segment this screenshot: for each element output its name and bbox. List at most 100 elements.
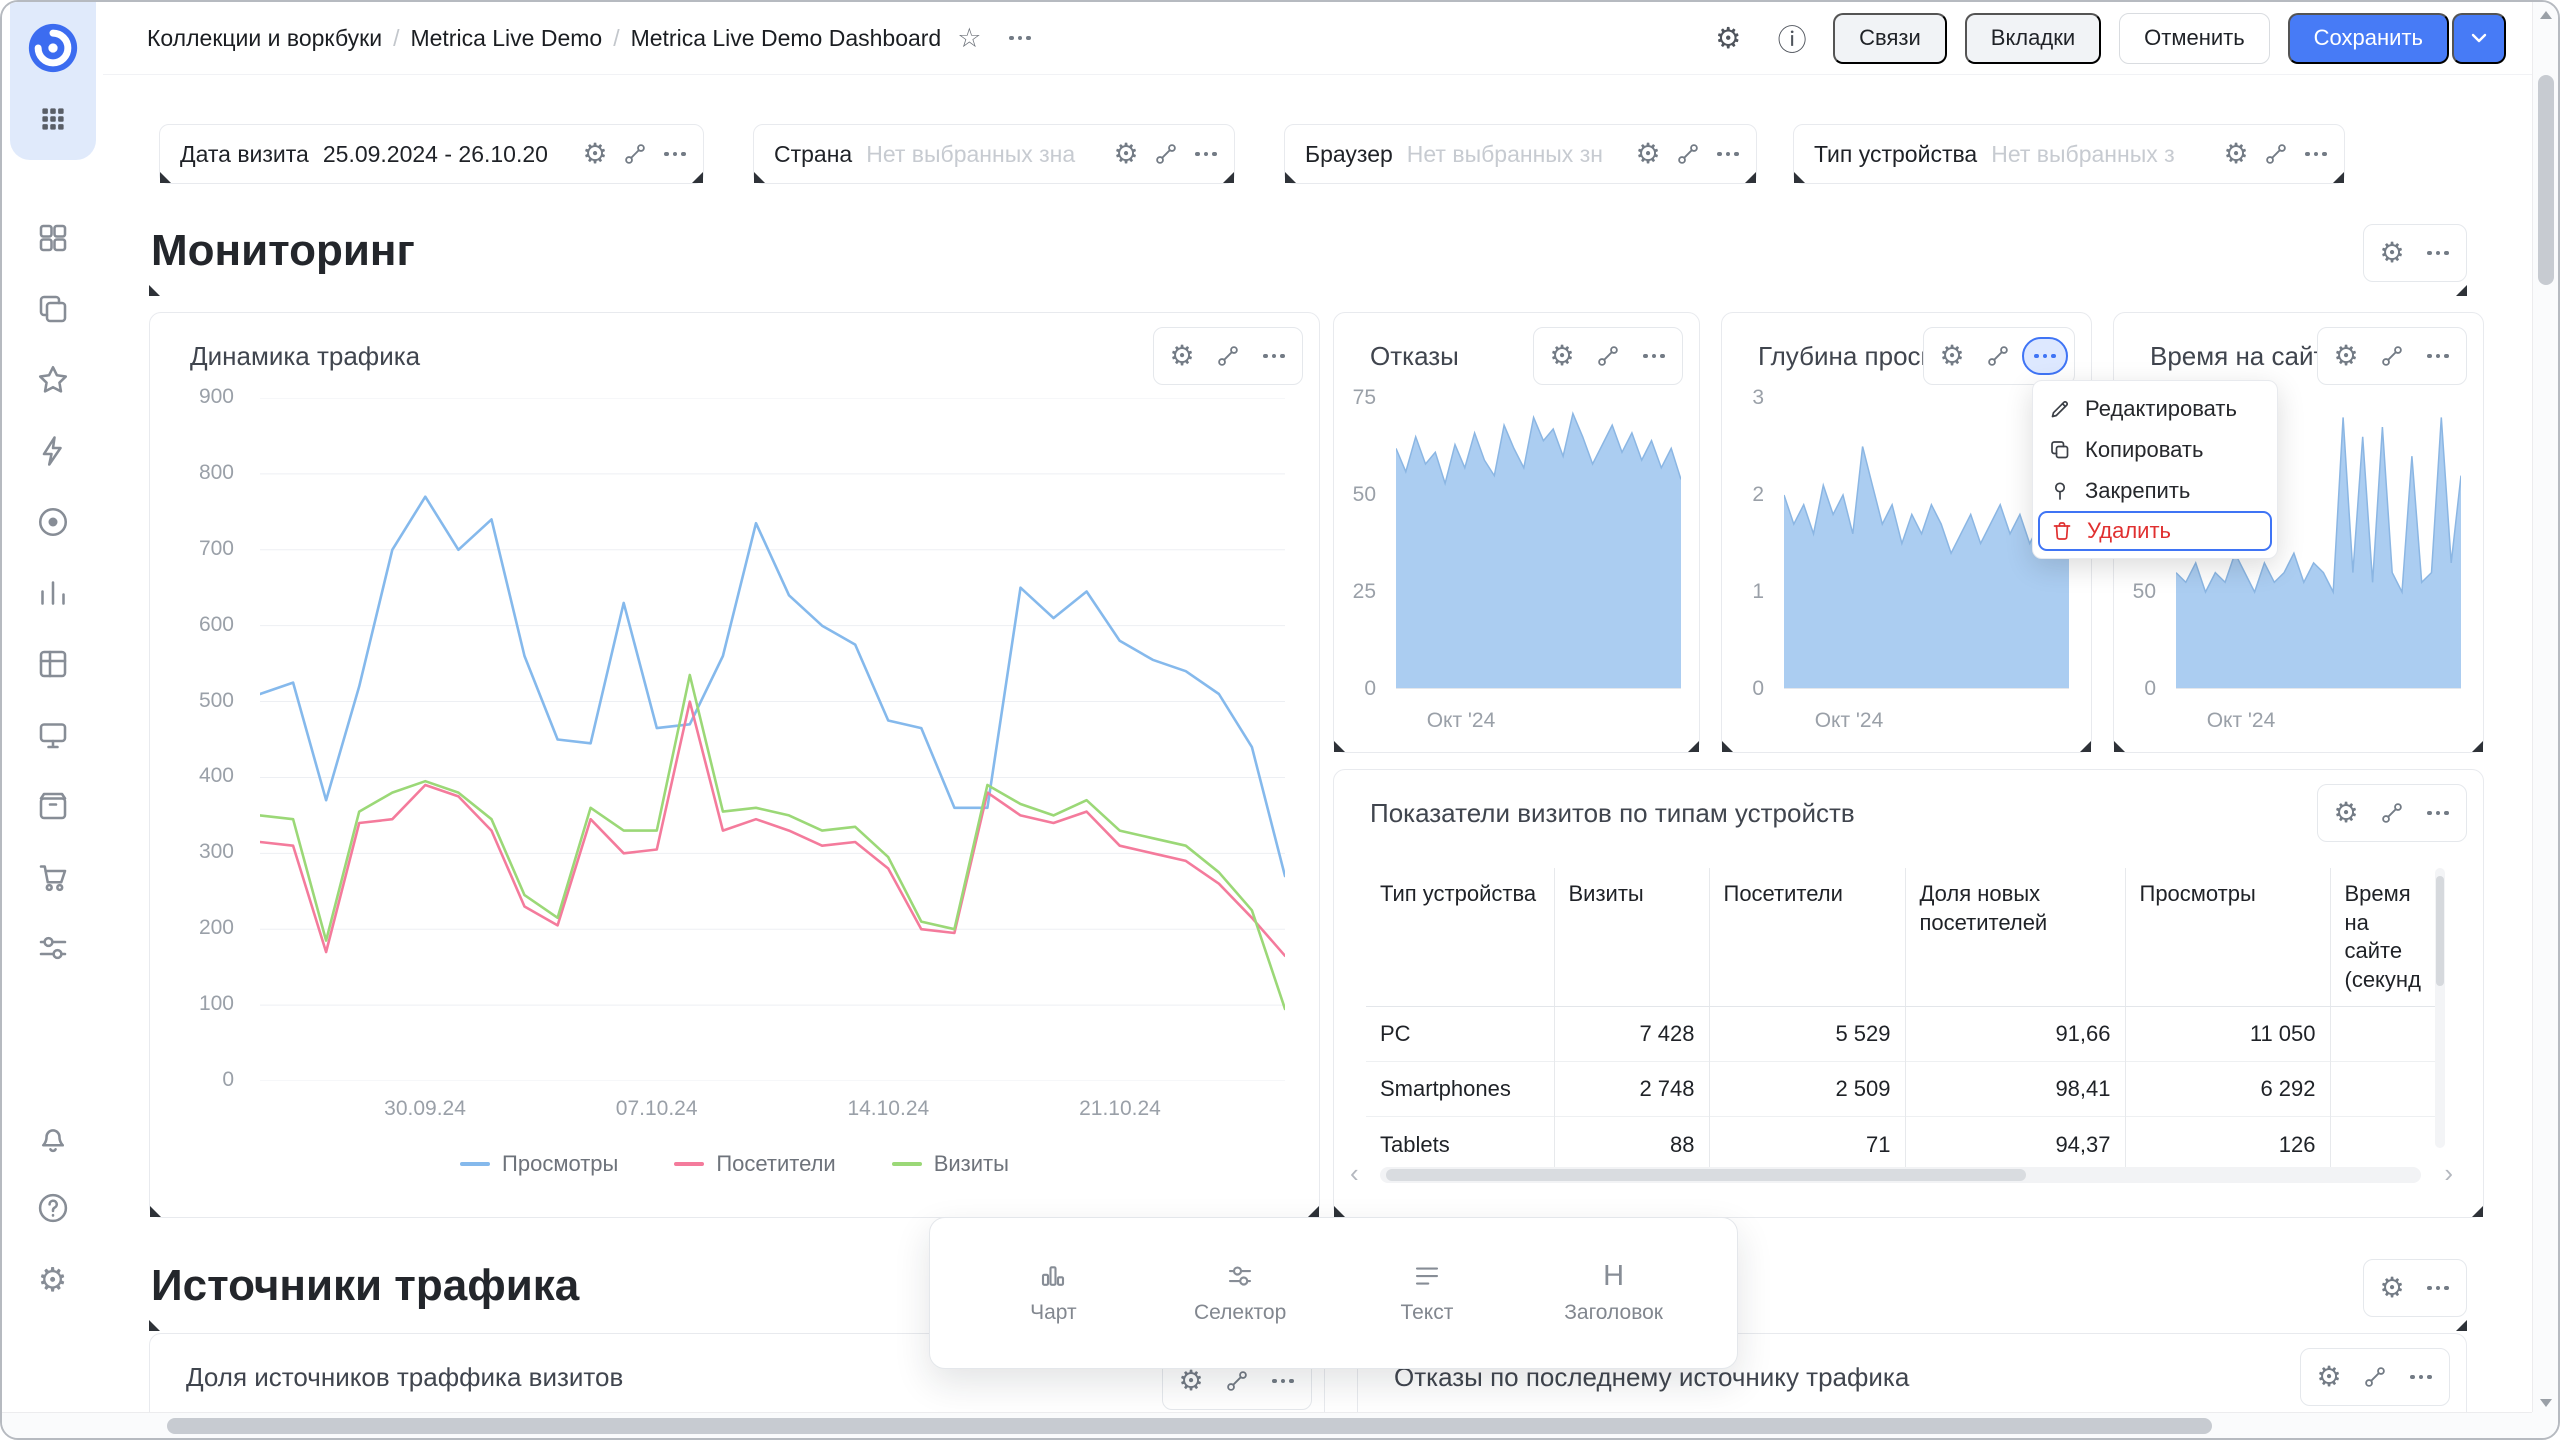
sidebar-item-dashboards[interactable] xyxy=(31,713,75,757)
ellipsis-icon[interactable] xyxy=(2416,334,2460,378)
filter-device-widget[interactable]: Тип устройства Нет выбранных з ⚙ xyxy=(1793,124,2345,184)
column-header[interactable]: Посетители xyxy=(1708,868,1905,1008)
save-button[interactable]: Сохранить xyxy=(2287,12,2449,64)
filter-date-widget[interactable]: Дата визита 25.09.2024 - 26.10.20 ⚙ xyxy=(159,124,704,184)
ellipsis-icon[interactable] xyxy=(2416,1266,2460,1310)
filter-date-value[interactable]: 25.09.2024 - 26.10.20 xyxy=(322,140,548,167)
ellipsis-icon[interactable] xyxy=(2416,231,2460,275)
ellipsis-icon[interactable] xyxy=(1261,1359,1305,1403)
gear-icon[interactable]: ⚙ xyxy=(1930,334,1974,378)
relations-icon[interactable] xyxy=(1586,334,1630,378)
ellipsis-icon-active[interactable] xyxy=(2022,337,2068,375)
services-grid-icon[interactable] xyxy=(36,102,70,136)
relations-icon[interactable] xyxy=(2370,791,2414,835)
menu-item-delete[interactable]: Удалить xyxy=(2038,511,2272,551)
gear-icon[interactable]: ⚙ xyxy=(1169,1359,1213,1403)
info-icon[interactable]: ⓘ xyxy=(1777,25,1807,57)
table-horizontal-scrollbar[interactable] xyxy=(1380,1167,2421,1183)
column-header[interactable]: Тип устройства xyxy=(1366,868,1554,1008)
sidebar-item-collections[interactable] xyxy=(31,216,75,260)
relations-icon[interactable] xyxy=(2370,334,2414,378)
cancel-button[interactable]: Отменить xyxy=(2119,12,2270,64)
relations-icon[interactable] xyxy=(615,132,655,176)
relations-icon[interactable] xyxy=(1146,132,1186,176)
table-vertical-scrollbar[interactable] xyxy=(2435,868,2445,1148)
gear-icon[interactable]: ⚙ xyxy=(2216,132,2256,176)
gear-icon[interactable]: ⚙ xyxy=(575,132,615,176)
legend-item-visits[interactable]: Визиты xyxy=(891,1151,1009,1177)
scroll-down-icon[interactable] xyxy=(2540,1399,2552,1407)
gear-icon[interactable]: ⚙ xyxy=(1540,334,1584,378)
scrollbar-thumb[interactable] xyxy=(2538,75,2554,285)
menu-item-copy[interactable]: Копировать xyxy=(2033,429,2277,470)
breadcrumb-workbook[interactable]: Metrica Live Demo xyxy=(410,24,603,51)
relations-button[interactable]: Связи xyxy=(1833,12,1947,64)
gear-icon[interactable]: ⚙ xyxy=(2370,231,2414,275)
gear-icon[interactable]: ⚙ xyxy=(2324,791,2368,835)
column-header[interactable]: Доля новых посетителей xyxy=(1904,868,2125,1008)
ellipsis-icon[interactable] xyxy=(2296,132,2336,176)
datalens-logo[interactable] xyxy=(27,22,79,74)
notifications-button[interactable] xyxy=(31,1115,75,1159)
column-header[interactable]: Визиты xyxy=(1553,868,1709,1008)
sidebar-item-marketplace[interactable] xyxy=(31,855,75,899)
add-selector-button[interactable]: Селектор xyxy=(1165,1261,1315,1325)
gear-icon[interactable]: ⚙ xyxy=(1628,132,1668,176)
scroll-right-icon[interactable]: › xyxy=(2444,1158,2453,1188)
gear-icon[interactable]: ⚙ xyxy=(2324,334,2368,378)
settings-button[interactable]: ⚙ xyxy=(31,1257,75,1301)
sidebar-item-connections[interactable] xyxy=(31,429,75,473)
breadcrumb-ellipsis-icon[interactable] xyxy=(1001,28,1039,49)
relations-icon[interactable] xyxy=(1976,334,2020,378)
gear-icon[interactable]: ⚙ xyxy=(2307,1355,2351,1399)
scroll-up-icon[interactable] xyxy=(2540,11,2552,19)
filter-country-widget[interactable]: Страна Нет выбранных зна ⚙ xyxy=(753,124,1235,184)
add-chart-button[interactable]: Чарт xyxy=(978,1261,1128,1325)
sidebar-item-storage[interactable] xyxy=(31,784,75,828)
ellipsis-icon[interactable] xyxy=(2416,791,2460,835)
add-text-button[interactable]: Текст xyxy=(1352,1261,1502,1325)
save-options-button[interactable] xyxy=(2452,12,2506,64)
gear-icon[interactable]: ⚙ xyxy=(2370,1266,2414,1310)
ellipsis-icon[interactable] xyxy=(2399,1355,2443,1399)
menu-item-edit[interactable]: Редактировать xyxy=(2033,388,2277,429)
dashboard-settings-gear-icon[interactable]: ⚙ xyxy=(1715,22,1742,55)
scroll-left-icon[interactable]: ‹ xyxy=(1350,1158,1359,1188)
sidebar-item-favorites[interactable] xyxy=(31,358,75,402)
filter-device-placeholder[interactable]: Нет выбранных з xyxy=(1991,140,2175,167)
filter-browser-placeholder[interactable]: Нет выбранных зн xyxy=(1406,140,1603,167)
gear-icon[interactable]: ⚙ xyxy=(1106,132,1146,176)
ellipsis-icon[interactable] xyxy=(1708,132,1748,176)
filter-country-placeholder[interactable]: Нет выбранных зна xyxy=(866,140,1076,167)
sidebar-item-tables[interactable] xyxy=(31,642,75,686)
relations-icon[interactable] xyxy=(2256,132,2296,176)
relations-icon[interactable] xyxy=(1206,334,1250,378)
vertical-scrollbar[interactable] xyxy=(2532,2,2558,1416)
gear-icon[interactable]: ⚙ xyxy=(1160,334,1204,378)
sidebar-item-flows[interactable] xyxy=(31,926,75,970)
add-heading-button[interactable]: H Заголовок xyxy=(1539,1261,1689,1325)
relations-icon[interactable] xyxy=(1215,1359,1259,1403)
ellipsis-icon[interactable] xyxy=(1252,334,1296,378)
ellipsis-icon[interactable] xyxy=(1632,334,1676,378)
filter-browser-widget[interactable]: Браузер Нет выбранных зн ⚙ xyxy=(1284,124,1757,184)
scrollbar-thumb[interactable] xyxy=(167,1418,2212,1434)
legend-item-views[interactable]: Просмотры xyxy=(460,1151,618,1177)
favorite-star-icon[interactable]: ☆ xyxy=(957,22,982,53)
ellipsis-icon[interactable] xyxy=(655,132,695,176)
column-header[interactable]: Просмотры xyxy=(2124,868,2330,1008)
relations-icon[interactable] xyxy=(2353,1355,2397,1399)
horizontal-scrollbar[interactable] xyxy=(2,1412,2532,1438)
ellipsis-icon[interactable] xyxy=(1186,132,1226,176)
legend-item-visitors[interactable]: Посетители xyxy=(674,1151,836,1177)
sidebar-item-charts[interactable] xyxy=(31,571,75,615)
scrollbar-thumb[interactable] xyxy=(2436,876,2444,986)
tabs-button[interactable]: Вкладки xyxy=(1964,12,2102,64)
sidebar-item-workbooks[interactable] xyxy=(31,287,75,331)
relations-icon[interactable] xyxy=(1668,132,1708,176)
menu-item-pin[interactable]: Закрепить xyxy=(2033,470,2277,511)
column-header[interactable]: Время на сайте (секунд xyxy=(2329,868,2445,1008)
help-button[interactable] xyxy=(31,1186,75,1230)
sidebar-item-datasets[interactable] xyxy=(31,500,75,544)
breadcrumb-collections[interactable]: Коллекции и воркбуки xyxy=(147,24,383,51)
